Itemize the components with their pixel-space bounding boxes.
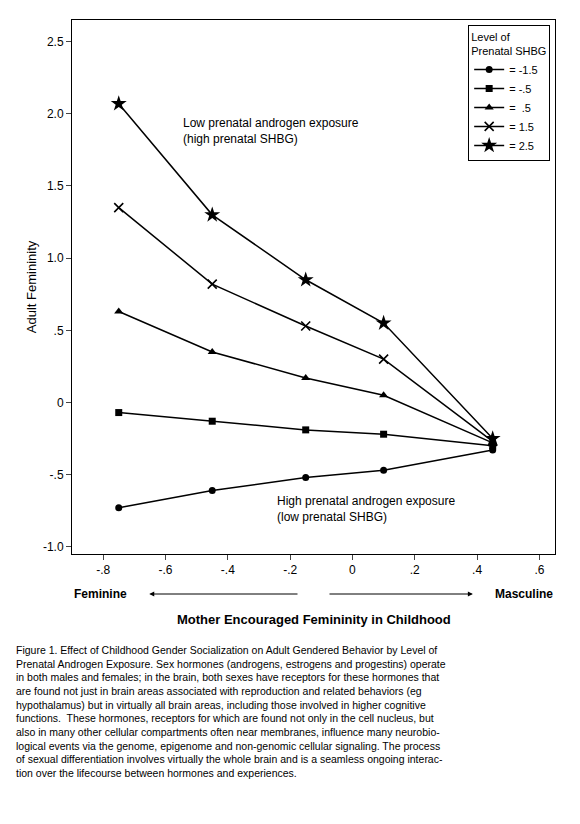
svg-text:-.2: -.2 [283, 563, 297, 577]
svg-text:= 2.5: = 2.5 [509, 140, 534, 152]
svg-text:= -.5: = -.5 [509, 83, 531, 95]
svg-text:.6: .6 [534, 563, 544, 577]
svg-text:= .5: = .5 [509, 102, 531, 114]
svg-text:Mother Encouraged Femininity i: Mother Encouraged Femininity in Childhoo… [177, 612, 451, 627]
svg-text:0: 0 [57, 396, 64, 410]
svg-text:-.8: -.8 [96, 563, 110, 577]
svg-text:Figure 1. Effect of Childhood: Figure 1. Effect of Childhood Gender Soc… [16, 644, 446, 779]
svg-text:-.5: -.5 [50, 468, 64, 482]
svg-text:2.5: 2.5 [47, 35, 64, 49]
svg-text:.4: .4 [472, 563, 482, 577]
svg-text:= -1.5: = -1.5 [509, 64, 537, 76]
svg-text:1.0: 1.0 [47, 251, 64, 265]
svg-text:High prenatal androgen exposur: High prenatal androgen exposure(low pren… [277, 494, 455, 524]
svg-text:-1.0: -1.0 [43, 540, 64, 554]
svg-text:Feminine: Feminine [74, 587, 127, 601]
svg-text:Level ofPrenatal SHBG: Level ofPrenatal SHBG [471, 31, 546, 57]
svg-text:-.4: -.4 [221, 563, 235, 577]
svg-text:.5: .5 [54, 324, 64, 338]
svg-text:0: 0 [349, 563, 356, 577]
svg-text:1.5: 1.5 [47, 179, 64, 193]
svg-text:.2: .2 [410, 563, 420, 577]
svg-text:2.0: 2.0 [47, 107, 64, 121]
svg-text:Low prenatal androgen exposure: Low prenatal androgen exposure(high pren… [183, 116, 359, 146]
svg-text:= 1.5: = 1.5 [509, 121, 534, 133]
svg-text:Adult Femininity: Adult Femininity [24, 240, 39, 333]
svg-text:-.6: -.6 [158, 563, 172, 577]
svg-text:Masculine: Masculine [495, 587, 553, 601]
